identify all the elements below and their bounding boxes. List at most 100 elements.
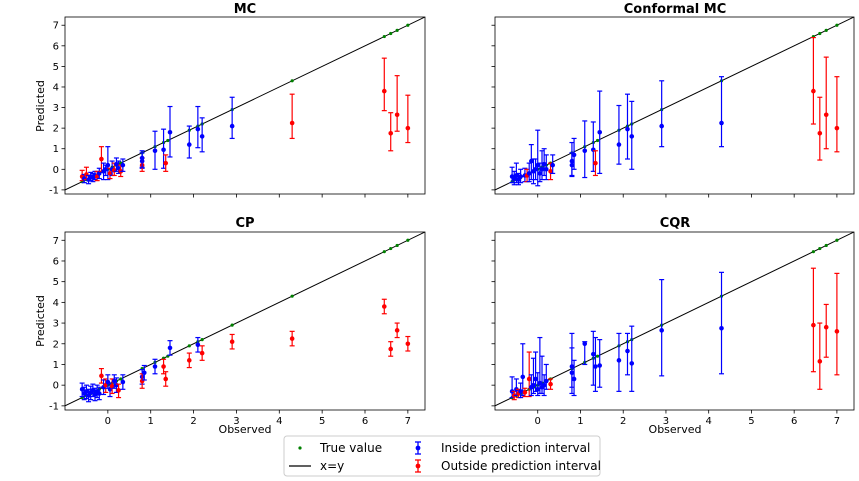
prediction-marker xyxy=(111,378,117,384)
prediction-marker xyxy=(120,162,126,168)
axes-frame xyxy=(64,16,426,195)
true-value-point xyxy=(811,250,815,254)
outside-interval-point xyxy=(388,112,394,152)
outside-interval-point xyxy=(522,387,528,398)
prediction-marker xyxy=(163,376,169,382)
legend-outside-label: Outside prediction interval xyxy=(441,459,601,473)
legend-true-value-marker xyxy=(298,446,302,450)
y-tick-label: 3 xyxy=(53,103,59,114)
axes-frame xyxy=(494,231,855,411)
prediction-marker xyxy=(381,88,387,94)
outside-interval-point xyxy=(817,322,823,390)
prediction-marker xyxy=(120,379,126,385)
plot-area xyxy=(65,17,425,191)
legend: True value x=y Inside prediction interva… xyxy=(283,435,601,477)
y-tick-label: 2 xyxy=(53,124,59,135)
inside-interval-point xyxy=(120,374,126,390)
prediction-marker xyxy=(518,389,523,394)
y-tick-label: 7 xyxy=(53,236,59,247)
x-tick-label: 2 xyxy=(620,416,626,427)
prediction-marker xyxy=(163,160,169,166)
prediction-marker xyxy=(811,322,816,328)
inside-interval-point xyxy=(659,279,665,377)
inside-interval-point xyxy=(719,271,725,375)
y-tick-label: 4 xyxy=(53,298,59,309)
prediction-marker xyxy=(548,169,553,174)
legend-true-value-label: True value xyxy=(319,441,382,455)
prediction-marker xyxy=(394,328,400,333)
plot-area xyxy=(65,232,425,407)
x-tick-label: 2 xyxy=(190,416,196,427)
prediction-marker xyxy=(537,380,543,386)
y-tick-label: 2 xyxy=(53,339,59,350)
outside-interval-point xyxy=(548,378,554,390)
prediction-marker xyxy=(152,364,158,369)
panel-title: Conformal MC xyxy=(624,2,727,17)
inside-interval-point xyxy=(92,387,98,402)
inside-interval-point xyxy=(582,120,588,179)
prediction-marker xyxy=(541,161,547,167)
prediction-marker xyxy=(719,325,724,331)
y-axis-label: Predicted xyxy=(34,80,47,132)
prediction-marker xyxy=(625,348,630,354)
prediction-marker xyxy=(229,123,235,129)
panel-conformal-mc: Conformal MC xyxy=(491,2,855,198)
inside-interval-point xyxy=(518,168,524,184)
true-value-point xyxy=(595,138,600,143)
inside-interval-point xyxy=(597,339,603,388)
prediction-marker xyxy=(533,167,538,172)
inside-interval-point xyxy=(195,105,201,149)
true-value-point xyxy=(406,238,410,242)
prediction-marker xyxy=(388,346,394,352)
x-tick-label: 3 xyxy=(233,416,239,427)
y-tick-label: 3 xyxy=(53,319,59,330)
prediction-marker xyxy=(616,142,622,147)
prediction-marker xyxy=(141,370,147,376)
prediction-marker xyxy=(659,328,664,333)
prediction-marker xyxy=(548,381,553,387)
inside-interval-point xyxy=(199,117,205,153)
prediction-marker xyxy=(167,129,173,135)
outside-interval-point xyxy=(592,150,598,177)
x-tick-label: 1 xyxy=(148,416,154,427)
inside-interval-point xyxy=(195,336,201,353)
outside-interval-point xyxy=(810,267,816,373)
prediction-marker xyxy=(109,383,115,389)
y-tick-label: 0 xyxy=(53,381,59,392)
prediction-marker xyxy=(388,130,394,136)
outside-interval-point xyxy=(289,93,295,140)
prediction-marker xyxy=(834,329,840,334)
legend-identity-label: x=y xyxy=(320,459,344,473)
true-value-point xyxy=(835,238,839,242)
x-tick-label: 0 xyxy=(105,416,111,427)
y-tick-label: 5 xyxy=(53,62,59,73)
prediction-marker xyxy=(107,171,113,176)
prediction-marker xyxy=(405,341,411,347)
prediction-marker xyxy=(571,376,577,382)
prediction-marker xyxy=(543,167,549,172)
inside-interval-point xyxy=(719,76,725,148)
prediction-marker xyxy=(823,112,829,118)
inside-interval-point xyxy=(629,100,635,170)
true-value-point xyxy=(818,246,822,251)
inside-interval-point xyxy=(541,374,547,397)
inside-interval-point xyxy=(535,372,541,397)
prediction-marker xyxy=(625,126,630,132)
x-axis-label: Observed xyxy=(219,423,272,436)
y-axis-label: Predicted xyxy=(34,295,47,347)
outside-interval-point xyxy=(388,341,394,357)
prediction-marker xyxy=(719,120,724,126)
inside-interval-point xyxy=(624,332,630,376)
outside-interval-point xyxy=(111,162,117,177)
true-value-point xyxy=(187,344,191,348)
prediction-marker xyxy=(537,171,543,176)
outside-interval-point xyxy=(405,94,411,144)
true-value-point xyxy=(119,377,123,381)
prediction-marker xyxy=(186,142,192,147)
prediction-marker xyxy=(114,161,119,167)
inside-interval-point xyxy=(167,340,173,356)
x-tick-label: 7 xyxy=(834,416,840,427)
y-tick-label: 5 xyxy=(53,277,59,288)
prediction-marker xyxy=(84,389,89,394)
prediction-marker xyxy=(518,174,523,179)
